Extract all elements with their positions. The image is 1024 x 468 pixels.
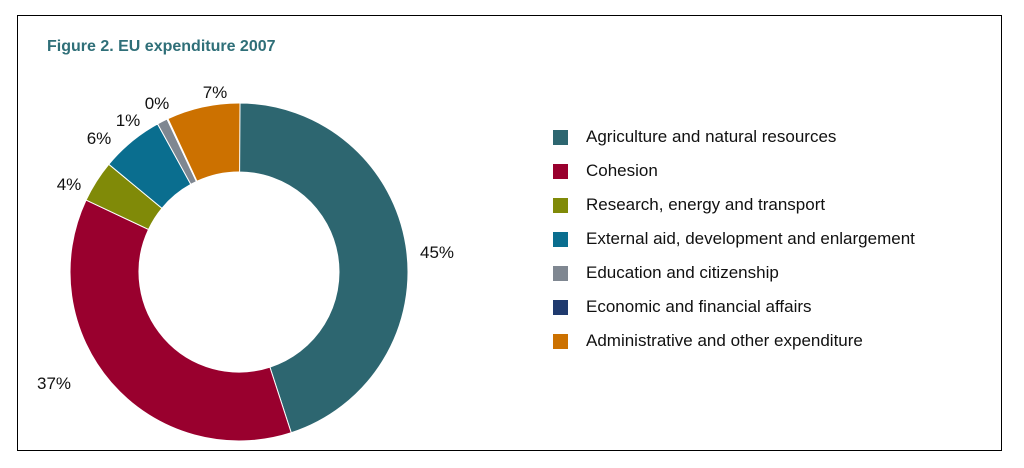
legend-item-external-aid-development-and-enlargement: External aid, development and enlargemen… xyxy=(553,222,915,256)
legend-item-education-and-citizenship: Education and citizenship xyxy=(553,256,915,290)
legend-swatch xyxy=(553,333,568,349)
legend-swatch xyxy=(553,299,568,315)
legend-item-research-energy-and-transport: Research, energy and transport xyxy=(553,188,915,222)
slice-label-economic-and-financial-affairs: 0% xyxy=(145,94,170,113)
legend-item-administrative-and-other-expenditure: Administrative and other expenditure xyxy=(553,324,915,358)
legend-label: External aid, development and enlargemen… xyxy=(586,229,915,248)
slice-administrative-and-other-expenditure xyxy=(167,102,241,182)
legend-label: Education and citizenship xyxy=(586,263,779,282)
chart-title: Figure 2. EU expenditure 2007 xyxy=(47,38,276,55)
legend-label: Administrative and other expenditure xyxy=(586,331,863,350)
slice-label-external-aid-development-and-enlargement: 6% xyxy=(87,129,112,148)
slice-label-research-energy-and-transport: 4% xyxy=(57,175,82,194)
slice-label-education-and-citizenship: 1% xyxy=(116,111,141,130)
legend-item-economic-and-financial-affairs: Economic and financial affairs xyxy=(553,290,915,324)
legend-swatch xyxy=(553,265,568,281)
legend-swatch xyxy=(553,163,568,179)
slice-agriculture-and-natural-resources xyxy=(238,102,409,434)
legend-swatch xyxy=(553,197,568,213)
legend: Agriculture and natural resources Cohesio… xyxy=(553,120,915,358)
legend-label: Economic and financial affairs xyxy=(586,297,812,316)
donut-percentage-labels: 45% 37% 4% 6%1%0% 7% xyxy=(37,83,454,393)
legend-swatch xyxy=(553,129,568,145)
legend-item-cohesion: Cohesion xyxy=(553,154,915,188)
legend-label: Research, energy and transport xyxy=(586,195,826,214)
donut-slices xyxy=(69,102,409,442)
slice-label-agriculture-and-natural-resources: 45% xyxy=(420,243,454,262)
legend-label: Cohesion xyxy=(586,161,658,180)
legend-swatch xyxy=(553,231,568,247)
slice-label-cohesion: 37% xyxy=(37,374,71,393)
legend-item-agriculture-and-natural-resources: Agriculture and natural resources xyxy=(553,120,915,154)
slice-label-administrative-and-other-expenditure: 7% xyxy=(203,83,228,102)
slice-cohesion xyxy=(69,199,292,442)
legend-label: Agriculture and natural resources xyxy=(586,127,837,146)
